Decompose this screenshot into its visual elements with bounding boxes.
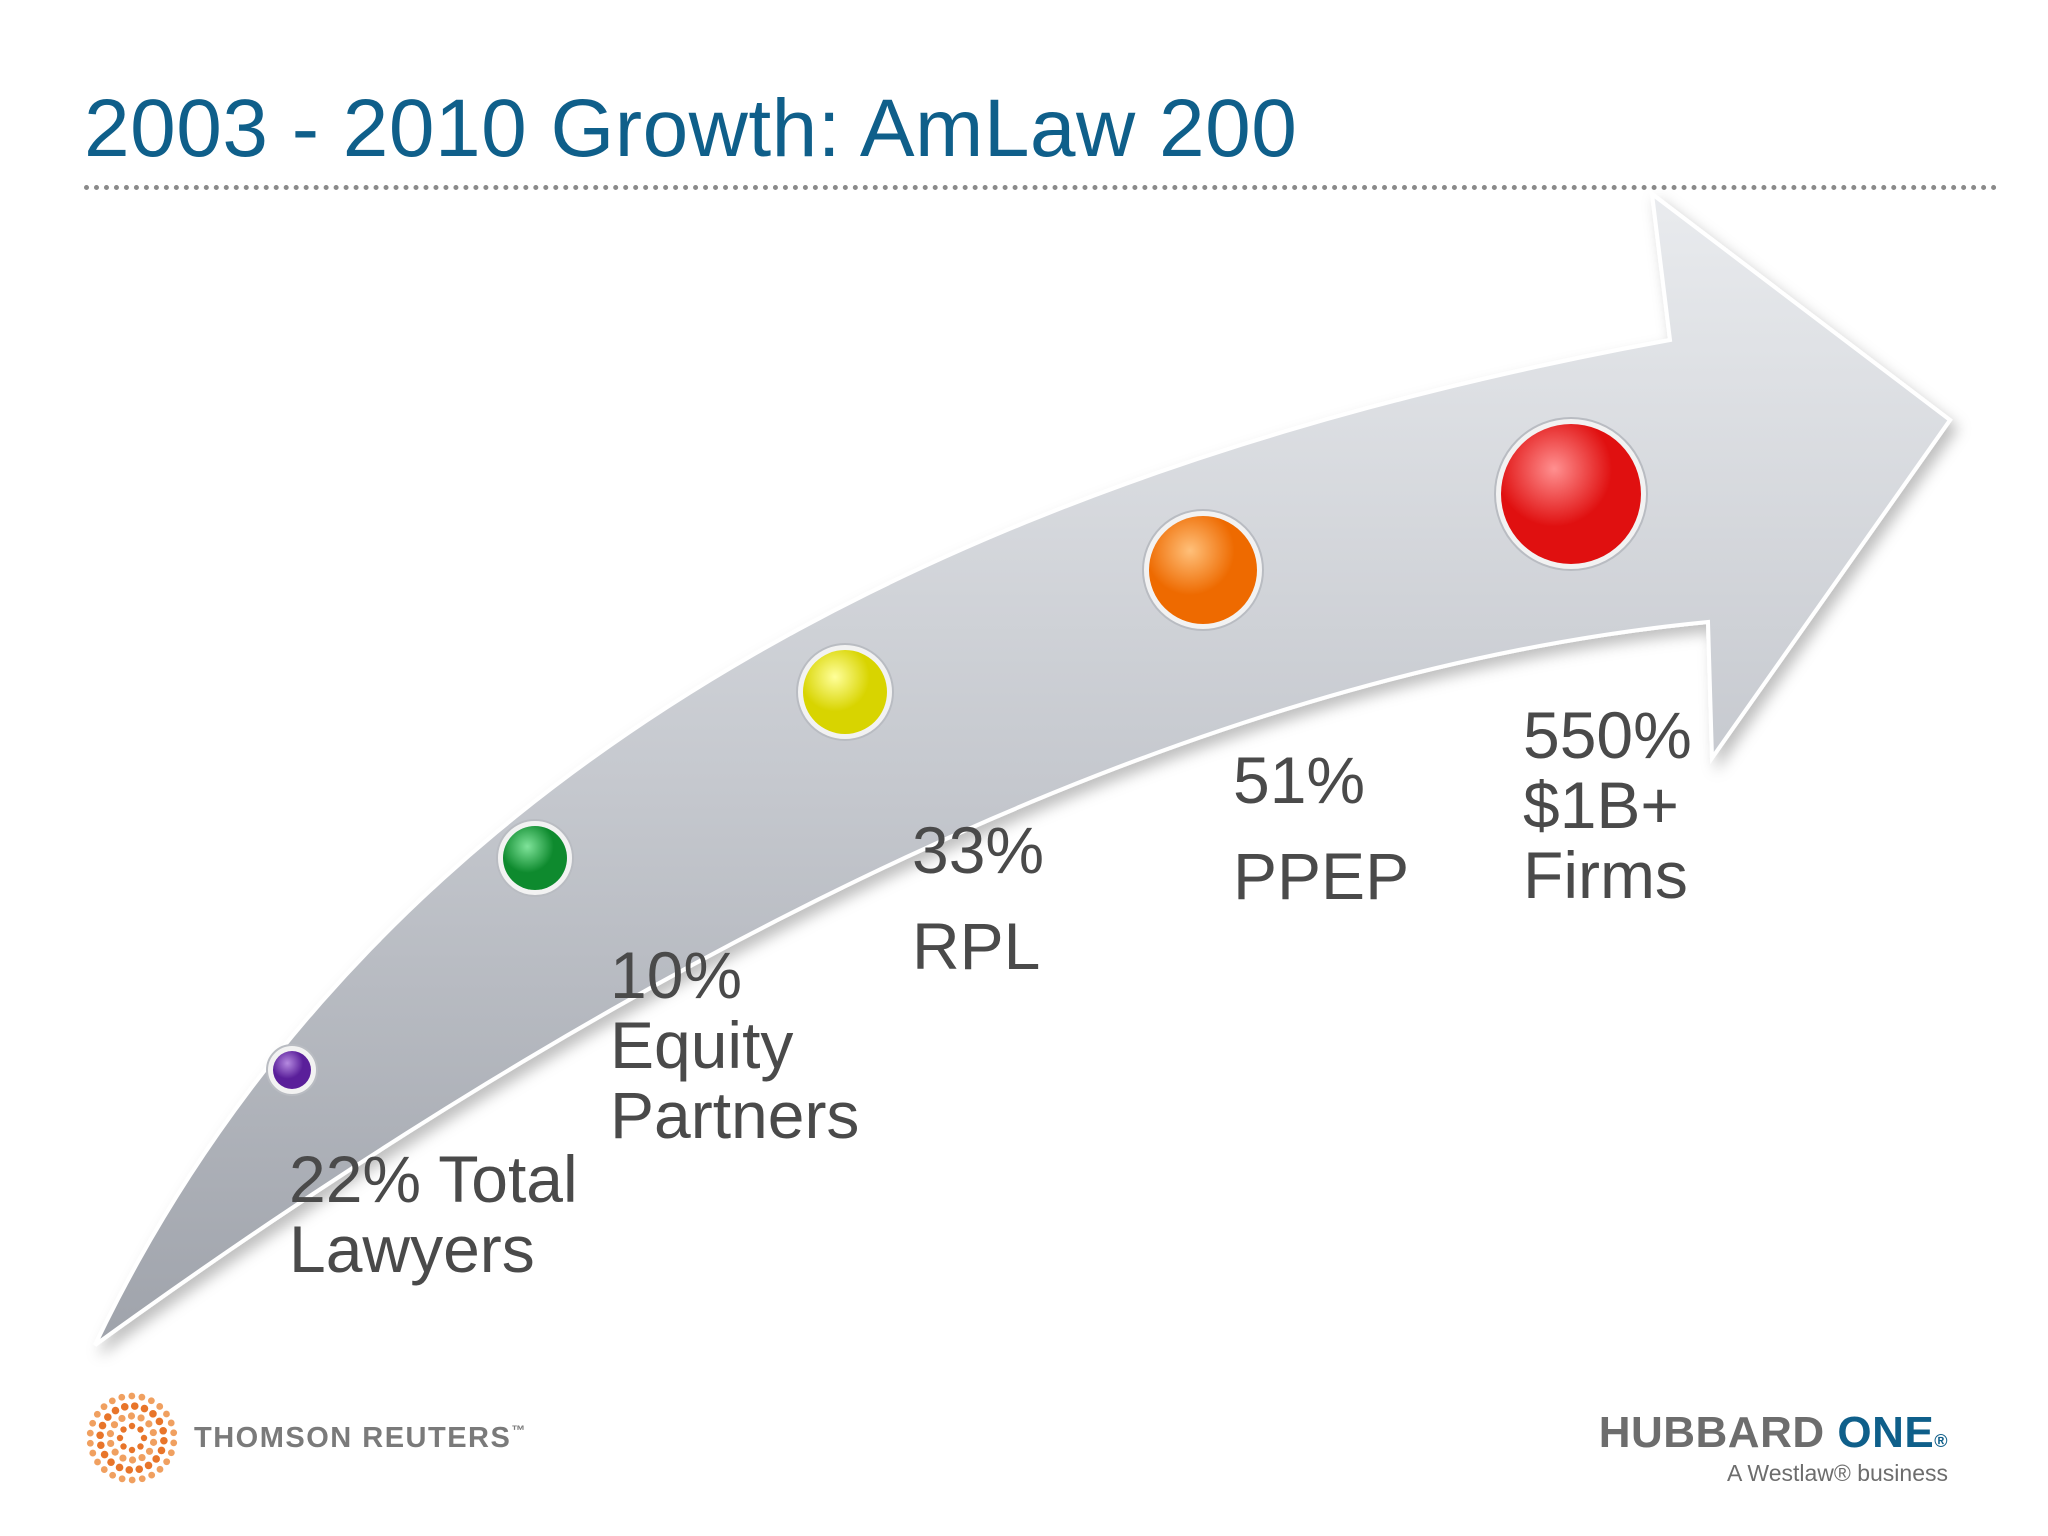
logo-dot (93, 1410, 101, 1418)
thomson-reuters-wordmark: THOMSON REUTERS (194, 1422, 512, 1454)
logo-dot (119, 1454, 127, 1462)
milestone-label-ppep: 51% PPEP (1233, 743, 1410, 913)
logo-dot (116, 1434, 124, 1442)
thomson-reuters-mark-icon (86, 1392, 178, 1484)
logo-dot (145, 1447, 154, 1455)
logo-dot (89, 1449, 97, 1457)
logo-dot (128, 1446, 136, 1454)
thomson-reuters-logo: THOMSON REUTERS™ (84, 1390, 525, 1490)
logo-dot (127, 1412, 136, 1420)
logo-dot (86, 1429, 94, 1437)
logo-dot (170, 1439, 178, 1447)
logo-dot (157, 1446, 166, 1455)
logo-dot (148, 1471, 156, 1479)
logo-dot (94, 1458, 101, 1466)
logo-dot (120, 1426, 127, 1433)
logo-dot (167, 1419, 175, 1427)
logo-dot (120, 1403, 129, 1411)
logo-dot (118, 1393, 126, 1401)
logo-dot (106, 1430, 115, 1438)
logo-dot (118, 1475, 126, 1483)
logo-dot (167, 1449, 175, 1457)
milestone-dot-1b-firms (1501, 424, 1641, 564)
milestone-dots (266, 417, 1648, 1096)
logo-dot (145, 1420, 153, 1428)
logo-dot (89, 1419, 97, 1427)
logo-dot (149, 1438, 158, 1446)
logo-dot (96, 1431, 104, 1440)
logo-dot (128, 1476, 136, 1484)
logo-dot (97, 1441, 105, 1450)
logo-dot (170, 1429, 178, 1437)
logo-dot (111, 1448, 119, 1456)
logo-dot (160, 1436, 168, 1445)
logo-dot (140, 1434, 148, 1442)
logo-dot (130, 1402, 139, 1410)
trademark-symbol: ™ (511, 1422, 527, 1438)
milestone-label-total-lawyers: 22% Total Lawyers (289, 1142, 578, 1286)
growth-arrow (93, 189, 1953, 1347)
logo-dot (128, 1422, 136, 1430)
logo-dot (149, 1428, 157, 1437)
logo-dot (152, 1455, 160, 1463)
logo-dot (156, 1403, 164, 1410)
milestone-label-rpl: 33% RPL (912, 813, 1045, 983)
logo-dot (156, 1465, 164, 1473)
title-divider (84, 185, 1998, 190)
logo-dot (110, 1421, 119, 1429)
logo-dot (128, 1392, 136, 1400)
one-wordmark: ONE (1837, 1408, 1935, 1457)
logo-dot (138, 1453, 146, 1462)
logo-dot (104, 1413, 112, 1421)
logo-dot (147, 1397, 155, 1405)
registered-symbol: ® (1934, 1431, 1948, 1451)
logo-dot (128, 1456, 137, 1464)
logo-dot (138, 1393, 146, 1401)
milestone-label-equity-partners: 10% Equity Partners (610, 938, 860, 1152)
slide-title: 2003 - 2010 Growth: AmLaw 200 (84, 83, 1298, 174)
logo-dot (140, 1404, 149, 1413)
logo-dot (108, 1397, 116, 1405)
westlaw-tagline: A Westlaw® business (1726, 1460, 1948, 1486)
logo-dot (137, 1414, 145, 1422)
logo-dot (120, 1443, 127, 1450)
logo-dot (118, 1414, 126, 1423)
logo-dot (86, 1439, 94, 1447)
logo-dot (98, 1421, 107, 1430)
milestone-dot-rpl (803, 650, 887, 734)
logo-dot (155, 1417, 164, 1426)
logo-dot (137, 1443, 144, 1450)
logo-dot (135, 1465, 144, 1473)
logo-dot (138, 1475, 146, 1483)
logo-dot (144, 1461, 153, 1470)
hubbard-one-logo: HUBBARD ONE® A Westlaw® business (1588, 1408, 1948, 1508)
milestone-label-1b-firms: 550% $1B+ Firms (1523, 698, 1692, 912)
milestone-dot-ppep (1149, 516, 1257, 624)
logo-dot (115, 1463, 124, 1472)
logo-dot (159, 1426, 167, 1435)
logo-dot (163, 1410, 170, 1418)
logo-dot (149, 1410, 157, 1418)
logo-dot (109, 1471, 117, 1479)
hubbard-wordmark: HUBBARD (1598, 1408, 1825, 1457)
logo-dot (125, 1466, 134, 1474)
logo-dot (111, 1406, 120, 1415)
logo-dot (163, 1458, 171, 1466)
logo-dot (107, 1439, 115, 1448)
logo-dot (100, 1450, 109, 1459)
logo-dot (137, 1426, 144, 1433)
logo-dot (100, 1466, 108, 1473)
logo-dot (107, 1458, 115, 1466)
logo-dot (100, 1403, 108, 1411)
milestone-dot-total-lawyers (273, 1051, 311, 1089)
milestone-dot-equity-partners (503, 826, 567, 890)
